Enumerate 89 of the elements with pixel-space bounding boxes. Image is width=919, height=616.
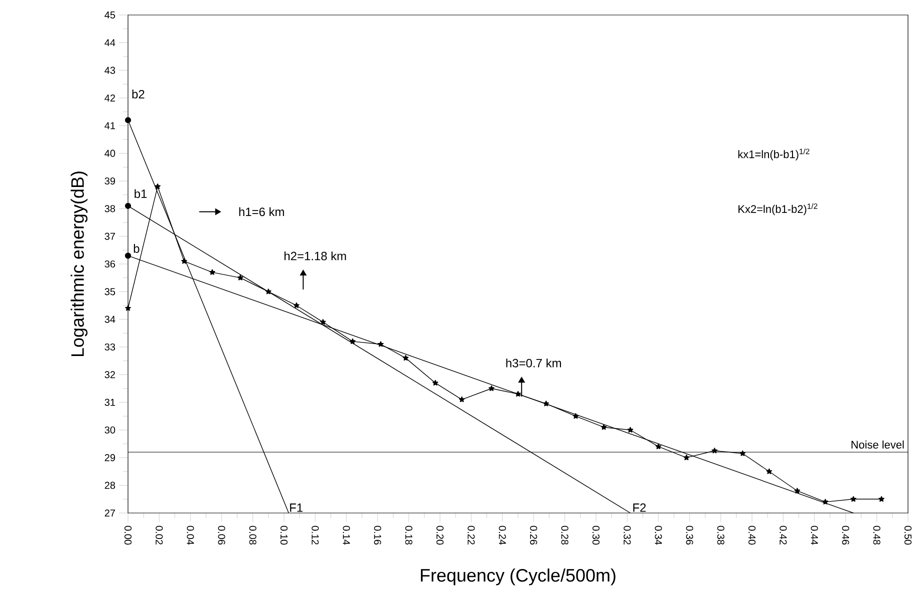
point [627, 426, 634, 433]
y-tick-label: 41 [104, 122, 115, 130]
x-tick-label: 0.02 [156, 526, 163, 544]
point [655, 444, 662, 450]
y-tick-label: 36 [104, 260, 116, 268]
x-tick-label: 0.34 [654, 526, 662, 545]
x-tick-label: 0.24 [498, 526, 506, 545]
point [432, 380, 438, 386]
point [572, 413, 579, 419]
y-tick-label: 42 [104, 94, 115, 102]
point [878, 496, 884, 502]
y-tick-label: 40 [104, 150, 116, 157]
y-tick-label: 34 [104, 316, 116, 323]
point [515, 390, 521, 397]
x-tick-label: 0.38 [717, 526, 724, 545]
y-tick-label: 43 [104, 66, 116, 74]
point [488, 385, 494, 392]
y-tick-label: 28 [104, 482, 116, 489]
annotation: F1 [290, 504, 303, 512]
y-tick-label: 44 [104, 39, 116, 46]
point [124, 202, 132, 209]
x-tick-label: 0.28 [561, 526, 568, 545]
point [600, 424, 607, 430]
point [740, 450, 746, 456]
annotation: F2 [633, 503, 646, 512]
annotation: b1 [134, 189, 147, 198]
y-tick-label: 27 [104, 510, 115, 516]
annotation: b2 [132, 90, 144, 98]
point [378, 341, 384, 347]
x-tick-label: 0.30 [592, 526, 600, 545]
x-tick-label: 0.08 [249, 526, 256, 545]
annotation: h2=1.18 km [284, 251, 346, 260]
point [766, 468, 772, 474]
x-tick-label: 0.18 [405, 526, 412, 545]
y-tick-label: 33 [104, 343, 116, 351]
x-tick-label: 0.42 [780, 526, 787, 544]
annotation: b [134, 244, 140, 253]
point [154, 183, 161, 190]
x-tick-label: 0.20 [436, 526, 444, 545]
point [294, 302, 300, 308]
x-tick-label: 0.22 [468, 526, 475, 544]
x-tick-label: 0.14 [342, 526, 350, 545]
x-tick-label: 0.50 [904, 526, 912, 545]
y-tick-label: 38 [104, 205, 116, 212]
y-tick-label: 29 [104, 454, 116, 462]
y-tick-label: 45 [104, 12, 116, 18]
annotation: h3=0.7 km [506, 358, 561, 368]
annotation: Kx2=ln(b1-b2)$^{1/2}$ [738, 203, 818, 216]
annotation: h1=6 km [239, 207, 284, 216]
point [181, 258, 188, 264]
point [124, 117, 132, 124]
point [684, 454, 690, 460]
y-tick-label: 37 [104, 232, 115, 240]
point [543, 400, 550, 406]
x-tick-label: 0.40 [748, 526, 756, 545]
x-tick-label: 0.36 [686, 526, 694, 545]
x-tick-label: 0.06 [218, 526, 226, 545]
annotation: kx1=ln(b-b1)$^{1/2}$ [738, 148, 810, 160]
point [458, 396, 465, 402]
x-tick-label: 0.26 [530, 526, 538, 545]
x-tick-label: 0.48 [873, 526, 880, 545]
point [209, 269, 216, 275]
x-tick-label: 0.16 [374, 526, 382, 545]
point [350, 338, 356, 344]
point [850, 496, 856, 502]
y-tick-label: 32 [104, 371, 115, 378]
x-tick-label: 0.44 [810, 526, 818, 545]
point [402, 355, 409, 361]
point [712, 448, 718, 454]
x-tick-label: 0.10 [280, 526, 288, 545]
point [794, 488, 800, 494]
point [265, 288, 272, 294]
y-tick-label: 31 [104, 398, 115, 406]
y-tick-label: 30 [104, 426, 116, 434]
x-tick-label: 0.04 [186, 526, 194, 545]
point [320, 319, 326, 325]
x-tick-label: 0.32 [624, 526, 631, 544]
ref-line-label: Noise level [852, 440, 904, 449]
point [124, 252, 132, 259]
x-tick-label: 0.00 [124, 526, 132, 545]
point [237, 274, 244, 280]
point [125, 305, 131, 311]
y-axis-title: Logarithmic energy(dB) [70, 172, 88, 356]
y-tick-label: 35 [104, 288, 116, 296]
x-axis-title: Frequency (Cycle/500m) [420, 568, 616, 586]
y-tick-label: 39 [104, 177, 116, 185]
x-tick-label: 0.12 [312, 526, 319, 544]
x-tick-label: 0.46 [842, 526, 850, 545]
point [822, 498, 828, 504]
